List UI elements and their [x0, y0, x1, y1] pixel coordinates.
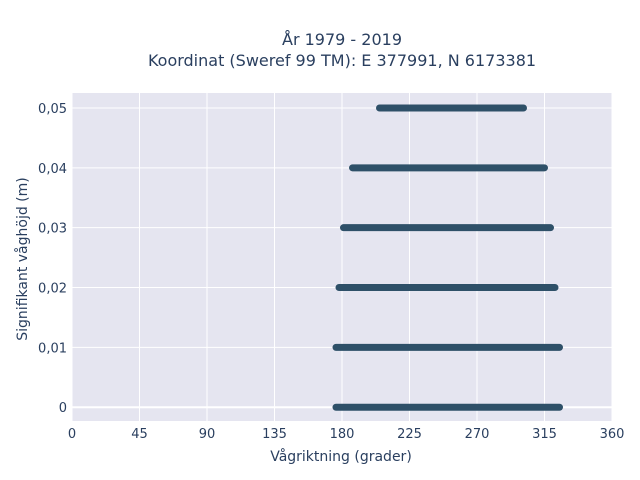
y-tick-label: 0,01	[38, 341, 67, 356]
chart-subtitle: Koordinat (Sweref 99 TM): E 377991, N 61…	[148, 51, 536, 70]
x-tick-label: 0	[68, 427, 76, 442]
x-tick-label: 360	[600, 427, 625, 442]
y-axis-ticks: 0 0,01 0,02 0,03 0,04 0,05	[38, 102, 67, 416]
chart-title: År 1979 - 2019	[282, 30, 402, 49]
x-tick-label: 180	[330, 427, 355, 442]
y-tick-label: 0,03	[38, 222, 67, 237]
x-tick-label: 90	[199, 427, 216, 442]
x-tick-label: 135	[262, 427, 287, 442]
y-tick-label: 0,04	[38, 162, 67, 177]
x-tick-label: 270	[465, 427, 490, 442]
x-tick-label: 45	[131, 427, 148, 442]
x-tick-label: 315	[532, 427, 557, 442]
y-tick-label: 0,02	[38, 282, 67, 297]
y-axis-title: Signifikant våghöjd (m)	[14, 177, 31, 340]
data-points	[332, 104, 563, 411]
y-tick-label: 0	[59, 401, 67, 416]
x-axis-ticks: 0 45 90 135 180 225 270 315 360	[68, 427, 625, 442]
x-tick-label: 225	[397, 427, 422, 442]
x-axis-title: Vågriktning (grader)	[270, 448, 412, 465]
y-tick-label: 0,05	[38, 102, 67, 117]
